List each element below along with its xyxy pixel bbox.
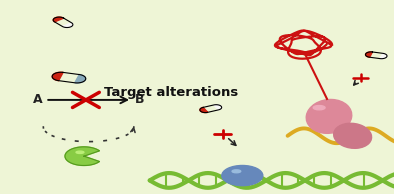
Polygon shape	[53, 17, 64, 22]
Polygon shape	[380, 53, 387, 59]
Text: A: A	[33, 93, 42, 107]
Ellipse shape	[334, 123, 372, 148]
Polygon shape	[75, 74, 86, 83]
Ellipse shape	[76, 151, 84, 153]
Text: Target alterations: Target alterations	[104, 86, 238, 99]
Ellipse shape	[313, 106, 325, 110]
Circle shape	[222, 165, 263, 186]
Polygon shape	[214, 105, 222, 110]
Polygon shape	[65, 147, 99, 165]
Polygon shape	[62, 23, 73, 28]
Ellipse shape	[232, 170, 241, 173]
Text: B: B	[135, 93, 145, 107]
Polygon shape	[52, 72, 63, 81]
Ellipse shape	[306, 100, 352, 133]
Polygon shape	[366, 52, 372, 57]
Polygon shape	[200, 107, 208, 113]
